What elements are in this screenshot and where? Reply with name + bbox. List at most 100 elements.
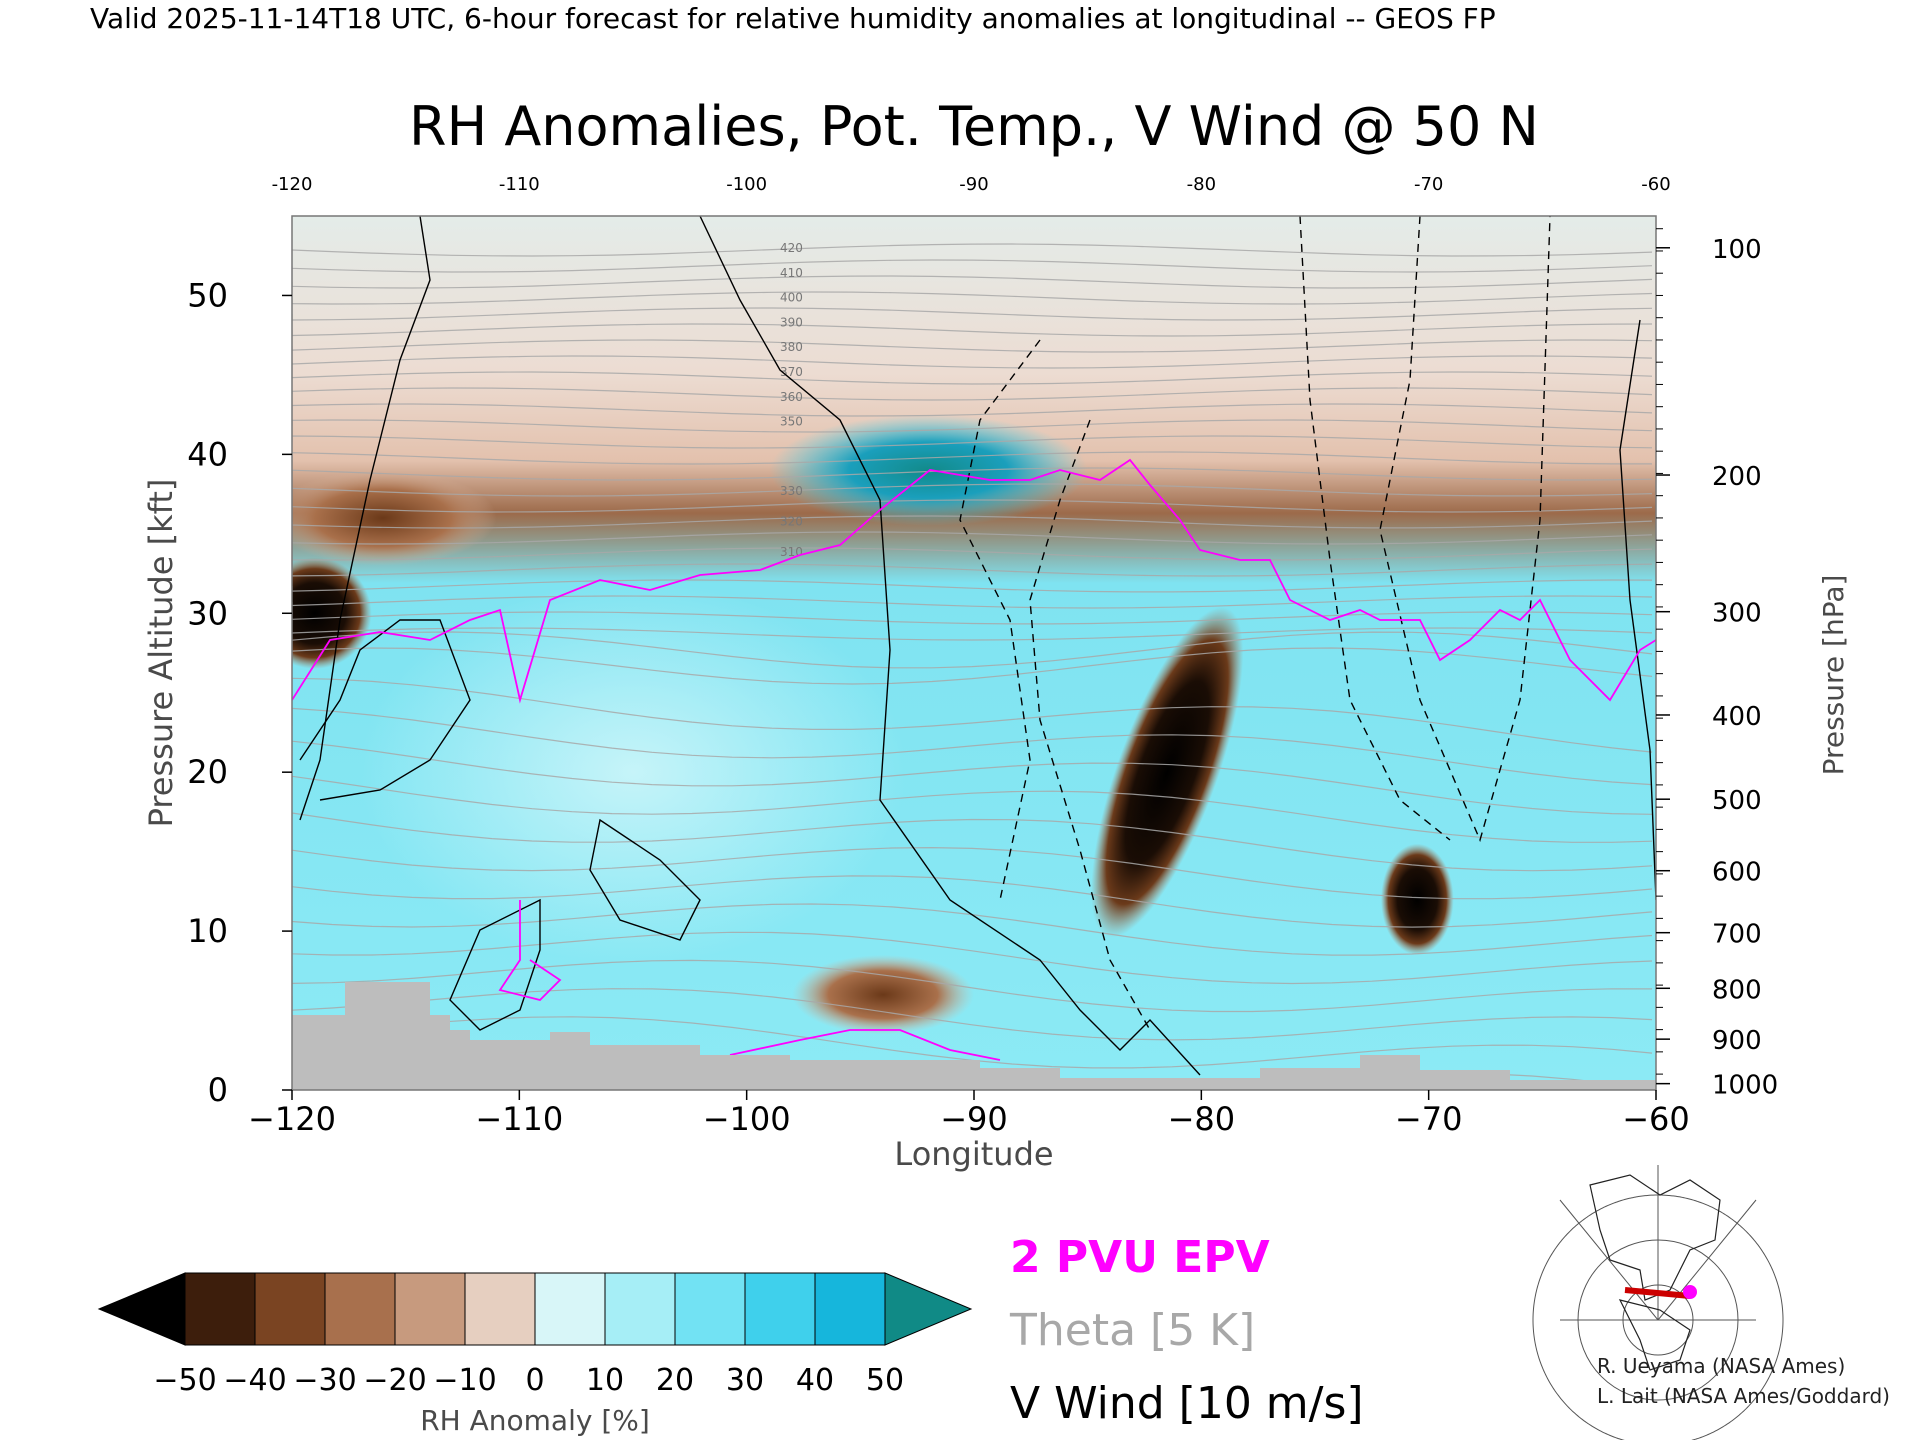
theta-contour-4: [292, 307, 1653, 321]
theta-contour-14: [292, 467, 1653, 481]
colorbar-bin-4: [464, 1272, 536, 1346]
wind-contour-2: [449, 898, 541, 1031]
legend-theta: Theta [5 K]: [1009, 1305, 1255, 1356]
theta-contour-34: [292, 903, 1653, 956]
theta-contour-35: [292, 931, 1653, 985]
colorbar-min-arrow: [97, 1272, 186, 1346]
wind-contour-8: [299, 619, 471, 801]
theta-contour-9: [292, 387, 1653, 401]
theta-contour-7: [292, 355, 1653, 369]
top-tick-label-2: -100: [726, 174, 767, 195]
y-axis-label-left: Pressure Altitude [kft]: [142, 479, 180, 828]
theta-contour-32: [292, 846, 1653, 900]
top-tick-label-5: -70: [1414, 174, 1443, 195]
epv-contour-lower: [498, 900, 1001, 1061]
terrain: [292, 982, 1656, 1090]
legend-wind: V Wind [10 m/s]: [1010, 1378, 1364, 1429]
x-axis-label: Longitude: [894, 1135, 1053, 1173]
y-tick-label-4: 40: [187, 435, 228, 473]
colorbar-tick-10: 50: [866, 1363, 904, 1398]
colorbar-bin-1: [254, 1272, 326, 1346]
colorbar-bin-9: [814, 1272, 886, 1346]
theta-contour-5: [292, 323, 1653, 337]
top-tick-label-3: -90: [959, 174, 988, 195]
x-tick-label-2: −100: [703, 1100, 791, 1138]
wind-contour-9: [1299, 216, 1451, 841]
theta-contour-20: [292, 563, 1653, 577]
colorbar-bin-8: [744, 1272, 816, 1346]
theta-label-3: 390: [780, 315, 803, 329]
theta-contour-22: [292, 595, 1653, 609]
theta-contour-3: [292, 291, 1653, 305]
theta-label-10: 310: [780, 545, 803, 559]
colorbar-tick-5: 0: [525, 1363, 544, 1398]
credit-ueyama: R. Ueyama (NASA Ames): [1597, 1354, 1845, 1378]
theta-contour-31: [292, 812, 1653, 872]
theta-contour-10: [292, 403, 1653, 417]
y-tick-label-3: 30: [187, 594, 228, 632]
x-tick-label-5: −70: [1395, 1100, 1463, 1138]
chart-subtitle: Valid 2025-11-14T18 UTC, 6-hour forecast…: [90, 2, 1496, 35]
right-tick-label-6: 700: [1712, 920, 1762, 950]
theta-contour-8: [292, 371, 1653, 385]
theta-contour-29: [292, 740, 1653, 815]
theta-contour-2: [292, 275, 1653, 289]
top-tick-label-0: -120: [272, 174, 313, 195]
theta-contour-21: [292, 579, 1653, 593]
x-tick-label-6: −60: [1622, 1100, 1690, 1138]
colorbar-tick-9: 40: [796, 1363, 834, 1398]
theta-contour-25: [292, 631, 1653, 669]
theta-label-6: 360: [780, 390, 803, 404]
theta-contour-24: [292, 627, 1653, 641]
theta-contour-12: [292, 435, 1653, 449]
x-tick-label-0: −120: [248, 1100, 336, 1138]
wind-contour-0: [299, 216, 431, 821]
colorbar-tick-2: −30: [293, 1363, 356, 1398]
colorbar-tick-8: 30: [726, 1363, 764, 1398]
colorbar-bin-6: [604, 1272, 676, 1346]
theta-contour-38: [292, 1016, 1653, 1069]
colorbar-bin-2: [324, 1272, 396, 1346]
wind-contour-5: [959, 339, 1041, 901]
y-axis-label-right: Pressure [hPa]: [1817, 575, 1850, 776]
theta-contour-17: [292, 515, 1653, 529]
theta-label-9: 320: [780, 515, 803, 529]
colorbar-max-arrow: [884, 1272, 973, 1346]
colorbar-bin-0: [184, 1272, 256, 1346]
right-tick-label-7: 800: [1712, 975, 1762, 1005]
top-tick-label-6: -60: [1641, 174, 1670, 195]
wind-contour-6: [1379, 216, 1551, 843]
colorbar-tick-3: −20: [363, 1363, 426, 1398]
theta-label-7: 350: [780, 415, 803, 429]
theta-contour-13: [292, 451, 1652, 465]
wind-contour-4: [1029, 419, 1151, 1031]
theta-contour-33: [292, 875, 1653, 928]
y-tick-label-1: 10: [187, 912, 228, 950]
dry-region-0: [1091, 607, 1244, 938]
theta-contour-27: [292, 677, 1653, 753]
theta-contour-0: [292, 243, 1653, 257]
colorbar-tick-6: 10: [586, 1363, 624, 1398]
right-tick-label-9: 1000: [1712, 1071, 1778, 1101]
moist-region-1: [360, 581, 906, 963]
colorbar-tick-7: 20: [656, 1363, 694, 1398]
y-tick-label-5: 50: [187, 276, 228, 314]
theta-contour-30: [292, 775, 1653, 843]
theta-contour-19: [292, 547, 1653, 561]
theta-contour-36: [292, 959, 1653, 1013]
theta-contour-16: [292, 499, 1653, 513]
theta-contour-11: [292, 419, 1653, 433]
right-tick-label-0: 100: [1712, 235, 1762, 265]
y-tick-label-2: 20: [187, 753, 228, 791]
wind-contour-3: [589, 818, 701, 941]
wind-contour-7: [1619, 319, 1656, 901]
theta-label-0: 420: [780, 241, 803, 255]
theta-contour-37: [292, 988, 1653, 1041]
colorbar-tick-0: −50: [153, 1363, 216, 1398]
theta-contour-28: [292, 707, 1653, 786]
locator-map: [1532, 1165, 1784, 1440]
colorbar-label: RH Anomaly [%]: [420, 1404, 650, 1437]
right-tick-label-8: 900: [1712, 1026, 1762, 1056]
right-tick-label-1: 200: [1712, 462, 1762, 492]
